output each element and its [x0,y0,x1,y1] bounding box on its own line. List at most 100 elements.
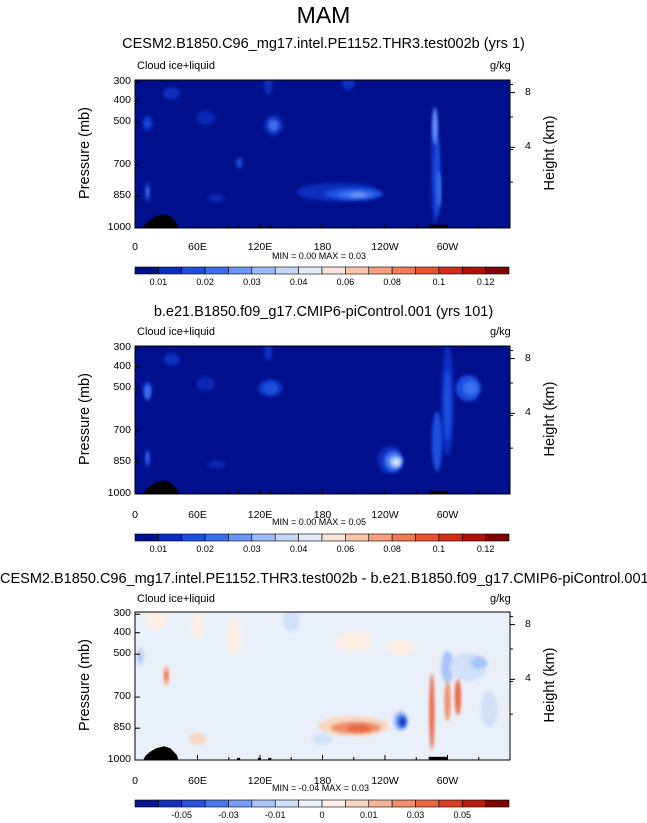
colorbar-swatch [485,266,510,275]
y-tick-label: 700 [113,424,131,437]
x-tick-label: 180 [313,509,332,521]
topography [268,225,272,228]
cloud-contour [145,452,150,465]
colorbar-swatch [298,799,323,808]
colorbar-swatch [251,533,276,542]
figure-title: MAM [296,2,351,28]
difference-contour [226,619,242,656]
x-tick-label: 0 [132,241,138,253]
cloud-contour [144,119,151,128]
colorbar-swatch [415,533,440,542]
x-tick-label: 60W [436,509,459,521]
colorbar-swatch [274,533,299,542]
topography [428,224,448,228]
colorbar-swatch [438,266,463,275]
difference-contour [335,631,373,652]
difference-contour [444,681,451,722]
x-tick-label: 60E [188,241,207,253]
x-tick-label: 120E [247,509,273,521]
colorbar-swatch [368,799,393,808]
colorbar-label: 0.1 [432,544,446,554]
cloud-contour [342,80,355,91]
cloud-contour [393,459,400,466]
difference-contour [282,612,300,632]
colorbar-swatch [204,266,229,275]
panel-title: CESM2.B1850.C96_mg17.intel.PE1152.THR3.t… [0,571,647,587]
y-right-axis-label: Height (km) [542,381,558,457]
x-tick-label: 120W [371,241,399,253]
difference-contour [189,732,206,745]
field-background [135,346,510,494]
colorbar-swatch [181,266,206,275]
colorbar-swatch [368,533,393,542]
difference-contour [145,612,167,630]
x-tick-label: 60W [436,241,459,253]
topography [257,225,261,228]
field-background [135,80,510,228]
topography [268,491,272,494]
colorbar-label: 0.01 [149,277,168,287]
difference-contour [191,612,204,640]
panel-title: b.e21.B1850.f09_g17.CMIP6-piControl.001 … [153,304,494,320]
cloud-contour [431,411,443,472]
colorbar-swatch [461,799,486,808]
colorbar-swatch [274,799,299,808]
y-tick-label: 700 [113,690,131,703]
x-tick-label: 0 [132,775,138,787]
difference-contour [454,679,462,716]
field-label: Cloud ice+liquid [137,593,215,605]
topography [237,757,241,760]
colorbar-swatch [368,266,393,275]
field-label: Cloud ice+liquid [137,326,215,338]
colorbar-swatch [181,533,206,542]
difference-contour [441,651,454,684]
colorbar-label: 0.03 [243,277,261,287]
difference-contour [386,639,416,656]
topography [257,757,261,760]
colorbar-swatch [461,533,486,542]
cloud-contour [196,110,216,125]
colorbar-label: 0.1 [432,277,446,287]
colorbar-swatch [415,799,440,808]
units-label: g/kg [490,326,511,338]
colorbar-swatch [415,266,440,275]
colorbar-swatch [204,533,229,542]
topography [237,225,241,228]
y-right-tick-label: 8 [525,351,531,364]
colorbar-swatch [228,533,253,542]
cloud-contour [268,119,279,132]
y-tick-label: 850 [113,721,131,734]
cloud-contour [437,171,442,208]
colorbar-swatch [438,799,463,808]
x-tick-label: 120W [371,775,399,787]
cloud-contour [163,87,180,100]
difference-contour [138,650,143,663]
colorbar-swatch [345,266,370,275]
colorbar-swatch [274,266,299,275]
plot-field-0 [135,80,510,228]
cloud-contour [236,157,243,168]
cloud-contour [264,80,273,95]
y-right-tick-label: 8 [525,85,531,98]
y-tick-label: 500 [113,381,131,394]
cloud-contour [443,370,452,441]
colorbar-label: 0.05 [453,810,472,820]
colorbar-swatch [134,799,159,808]
units-label: g/kg [490,60,511,72]
colorbar-swatch [391,799,416,808]
y-tick-label: 500 [113,115,131,128]
colorbar-swatch [321,266,346,275]
colorbar-swatch [181,799,206,808]
colorbar-swatch [158,799,183,808]
y-tick-label: 300 [113,341,131,354]
y-tick-label: 300 [113,75,131,88]
plot-field-1 [135,346,510,494]
colorbar-swatch [485,533,510,542]
colorbar-label: 0.01 [149,544,168,554]
units-label: g/kg [490,593,511,605]
cloud-contour [432,108,438,145]
colorbar-label: 0.02 [196,277,214,287]
topography [428,756,448,760]
y-right-tick-label: 8 [525,617,531,630]
